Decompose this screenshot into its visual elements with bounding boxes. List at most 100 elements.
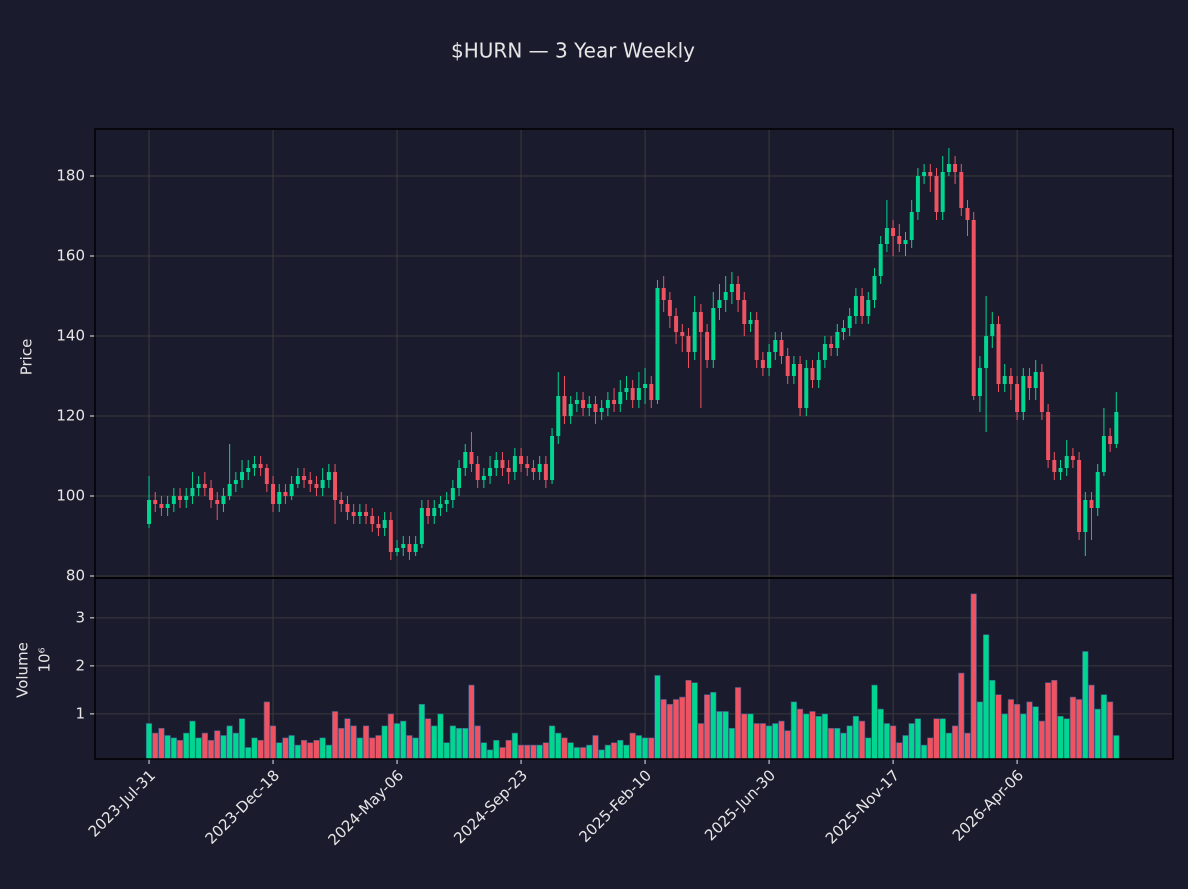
volume-bar: [499, 747, 506, 760]
candle-body: [165, 504, 170, 508]
y-tick-label: 80: [66, 567, 85, 585]
volume-bar: [747, 713, 754, 760]
volume-bar: [666, 703, 673, 760]
candle-body: [934, 176, 939, 212]
candle-body: [258, 464, 263, 468]
volume-bar: [232, 732, 239, 760]
volume-bar: [269, 725, 277, 760]
candle-body: [488, 468, 493, 476]
volume-bar: [145, 723, 153, 760]
chart-title: $HURN — 3 Year Weekly: [451, 39, 695, 63]
candle-body: [556, 396, 561, 436]
candle-body: [798, 364, 803, 408]
volume-bar: [294, 744, 301, 760]
candle-body: [550, 436, 555, 480]
candle-body: [209, 488, 214, 500]
volume-bar: [908, 723, 915, 760]
volume-bar: [648, 737, 655, 760]
volume-bar: [158, 727, 165, 760]
volume-bar: [772, 723, 779, 760]
volume-bar: [958, 672, 965, 760]
volume-bar: [1020, 713, 1027, 760]
candle-body: [791, 364, 796, 376]
volume-bar: [1051, 679, 1058, 760]
volume-bar: [741, 713, 748, 760]
candle-body: [413, 544, 418, 552]
candle-body: [1101, 436, 1106, 472]
candle-body: [500, 460, 505, 468]
volume-bar: [387, 713, 394, 760]
candle-body: [742, 300, 747, 324]
volume-bar: [753, 723, 760, 760]
candle-body: [364, 512, 369, 516]
candle-body: [382, 520, 387, 528]
candle-body: [581, 400, 586, 408]
candle-body: [667, 300, 672, 316]
volume-tick-label: 2: [75, 656, 85, 674]
volume-bar: [809, 711, 816, 760]
y-axis-label: Price: [18, 339, 36, 376]
volume-bar: [902, 735, 909, 760]
volume-bar: [1026, 701, 1033, 760]
volume-bar: [635, 735, 642, 760]
candle-body: [469, 452, 474, 464]
volume-bar: [1045, 682, 1052, 760]
candle-body: [438, 504, 443, 508]
candle-body: [444, 500, 449, 504]
volume-bar: [728, 727, 735, 760]
volume-bar: [536, 744, 543, 760]
volume-bar: [672, 699, 680, 760]
volume-bar: [282, 737, 289, 760]
candle-body: [816, 360, 821, 380]
volume-bar: [338, 727, 345, 760]
volume-bar: [555, 732, 562, 760]
volume-bar: [238, 718, 246, 760]
candle-body: [841, 328, 846, 332]
candle-body: [339, 500, 344, 504]
candle-body: [1114, 412, 1119, 444]
volume-bar: [1038, 720, 1045, 760]
candle-body: [593, 404, 598, 412]
candle-body: [909, 212, 914, 240]
volume-bar: [493, 739, 500, 760]
volume-bar: [1107, 701, 1114, 760]
volume-bar: [400, 720, 407, 760]
volume-bar: [976, 701, 983, 760]
candle-body: [1095, 472, 1100, 508]
candle-body: [723, 292, 728, 300]
volume-bar: [834, 727, 841, 760]
volume-bar: [152, 732, 159, 760]
volume-bar: [927, 737, 934, 760]
volume-bar: [592, 735, 599, 760]
candle-body: [729, 284, 734, 292]
volume-bar: [989, 679, 996, 760]
candle-body: [147, 500, 152, 524]
candle-body: [866, 300, 871, 316]
volume-bar: [406, 735, 413, 760]
volume-bar: [821, 713, 828, 760]
candle-body: [401, 544, 406, 548]
candle-body: [184, 496, 189, 500]
volume-frame: [94, 577, 1174, 760]
candle-body: [426, 508, 431, 516]
candle-body: [835, 332, 840, 348]
volume-bar: [257, 739, 264, 760]
volume-bar: [691, 682, 698, 760]
volume-bar: [276, 742, 283, 760]
volume-axis-label: Volume: [14, 642, 32, 698]
candle-body: [481, 476, 486, 480]
volume-bar: [431, 725, 438, 760]
candle-body: [562, 396, 567, 416]
y-tick-label: 100: [56, 487, 85, 505]
volume-tick-label: 3: [75, 608, 85, 626]
volume-bar: [524, 744, 531, 760]
volume-bar: [561, 737, 568, 760]
candle-body: [1089, 500, 1094, 508]
candle-body: [1058, 468, 1063, 472]
volume-bar: [846, 725, 853, 760]
volume-bar: [697, 723, 704, 760]
candle-body: [624, 388, 629, 392]
candle-body: [649, 384, 654, 400]
volume-bar: [710, 691, 717, 760]
candle-body: [407, 544, 412, 552]
